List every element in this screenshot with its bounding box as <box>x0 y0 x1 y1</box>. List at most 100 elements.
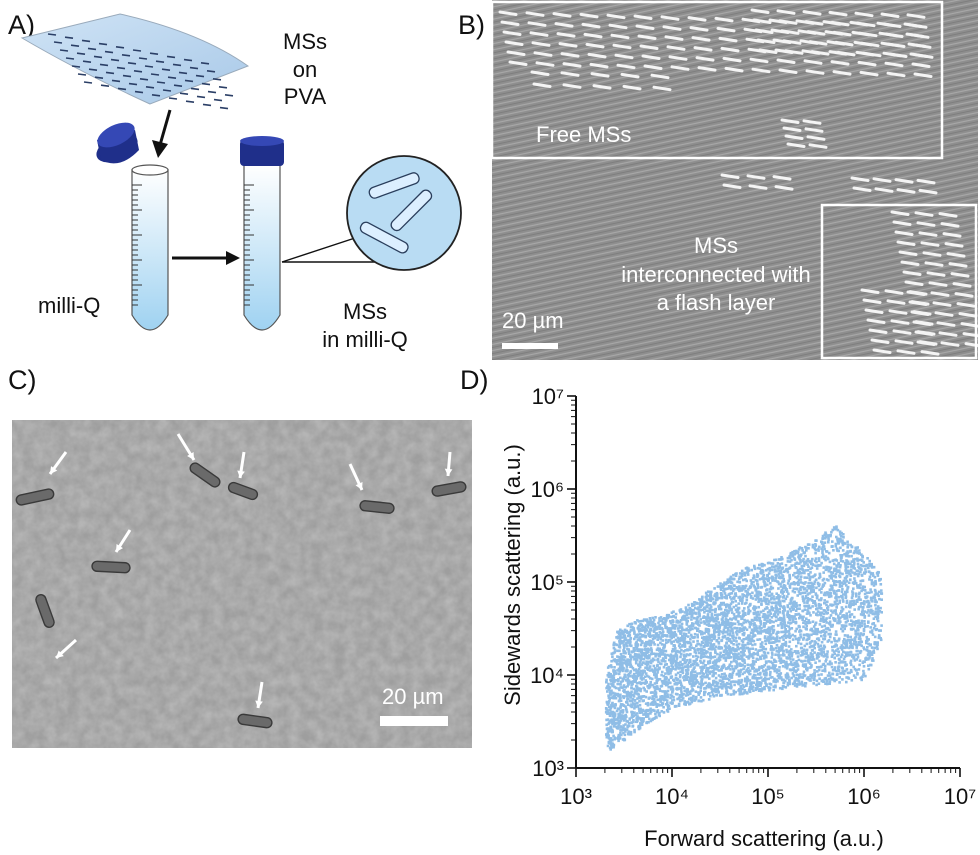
scatter-point <box>643 655 647 658</box>
scatter-point <box>645 690 648 693</box>
scatter-point <box>684 649 687 652</box>
scatter-point <box>791 618 795 622</box>
scatter-point <box>877 594 880 597</box>
scatter-point <box>766 665 770 669</box>
scatter-point <box>719 651 722 655</box>
scatter-point <box>777 593 780 597</box>
scatter-point <box>612 694 615 698</box>
scatter-point <box>684 654 688 658</box>
scatter-point <box>666 640 670 644</box>
scatter-point <box>746 593 749 596</box>
scatter-point <box>830 662 833 665</box>
scatter-point <box>669 627 672 630</box>
scatter-point <box>660 703 663 707</box>
scatter-point <box>622 649 625 653</box>
scatter-point <box>724 608 727 612</box>
scatter-point <box>648 683 651 687</box>
scatter-point <box>744 578 747 581</box>
scatter-point <box>741 596 745 599</box>
scatter-point <box>656 686 659 690</box>
scatter-point <box>810 588 813 591</box>
scatter-point <box>715 683 719 687</box>
scatter-point <box>742 633 746 637</box>
scatter-point <box>626 732 630 736</box>
scatter-point <box>779 571 783 574</box>
scatter-point <box>756 673 760 676</box>
scatter-point <box>785 630 788 634</box>
scatter-point <box>781 665 785 668</box>
scatter-point <box>875 645 879 648</box>
scatter-point <box>692 655 695 658</box>
scatter-point <box>684 665 687 668</box>
scatter-point <box>820 611 824 615</box>
scatter-point <box>625 710 629 714</box>
scatter-point <box>639 689 642 693</box>
scatter-point <box>701 608 705 611</box>
scatter-point <box>791 672 795 675</box>
scatter-point <box>615 660 618 664</box>
scatter-point <box>841 614 845 618</box>
scatter-point <box>632 647 636 650</box>
scatter-point <box>796 655 800 658</box>
scatter-point <box>788 682 791 685</box>
scatter-point <box>869 588 872 591</box>
scatter-point <box>845 614 849 618</box>
scatter-point <box>714 663 717 667</box>
scatter-point <box>814 551 817 555</box>
scatter-point <box>629 665 632 668</box>
scatter-point <box>688 658 692 662</box>
scatter-point <box>763 635 767 638</box>
scatter-point <box>679 681 683 685</box>
scatter-point <box>698 602 702 605</box>
scatter-point <box>815 539 818 542</box>
scatter-point <box>874 590 877 593</box>
scatter-point <box>720 612 723 616</box>
scatter-point <box>877 629 881 632</box>
scatter-point <box>783 599 786 603</box>
scatter-point <box>728 605 732 608</box>
scatter-point <box>667 665 670 669</box>
scatter-point <box>725 605 728 609</box>
scatter-point <box>655 679 659 682</box>
scatter-point <box>794 605 798 608</box>
scatter-point <box>608 714 612 717</box>
scatter-point <box>857 593 861 596</box>
scatter-point <box>778 686 782 690</box>
scatter-point <box>654 715 658 718</box>
scatter-point <box>648 632 652 635</box>
scatter-point <box>822 662 826 666</box>
scatter-point <box>636 712 639 715</box>
scatter-point <box>864 674 867 678</box>
scatter-point <box>828 663 832 666</box>
scatter-point <box>870 565 874 568</box>
scatter-point <box>679 689 683 692</box>
scatter-point <box>610 689 613 692</box>
scatter-point <box>791 668 795 672</box>
scatter-point <box>806 569 810 572</box>
scatter-point <box>797 636 801 640</box>
scatter-point <box>725 681 729 685</box>
scatter-point <box>632 650 636 653</box>
scatter-point <box>834 661 837 664</box>
scatter-point <box>880 624 883 627</box>
scatter-point <box>855 668 858 672</box>
scatter-point <box>655 695 658 699</box>
scatter-point <box>633 704 637 708</box>
scatter-point <box>697 685 700 689</box>
scatter-point <box>795 682 799 686</box>
scatter-point <box>721 583 725 586</box>
scatter-point <box>649 629 653 632</box>
scatter-point <box>767 660 771 663</box>
scatter-point <box>773 565 776 569</box>
scatter-point <box>738 575 741 579</box>
scatter-point <box>713 666 716 670</box>
scatter-point <box>669 638 672 642</box>
scatter-point <box>813 643 816 646</box>
scatter-point <box>728 577 732 580</box>
scale-bar <box>380 716 448 726</box>
scatter-point <box>848 605 851 608</box>
scatter-point <box>726 621 730 624</box>
scatter-point <box>730 680 733 684</box>
scatter-point <box>700 630 704 634</box>
scatter-point <box>671 689 674 693</box>
